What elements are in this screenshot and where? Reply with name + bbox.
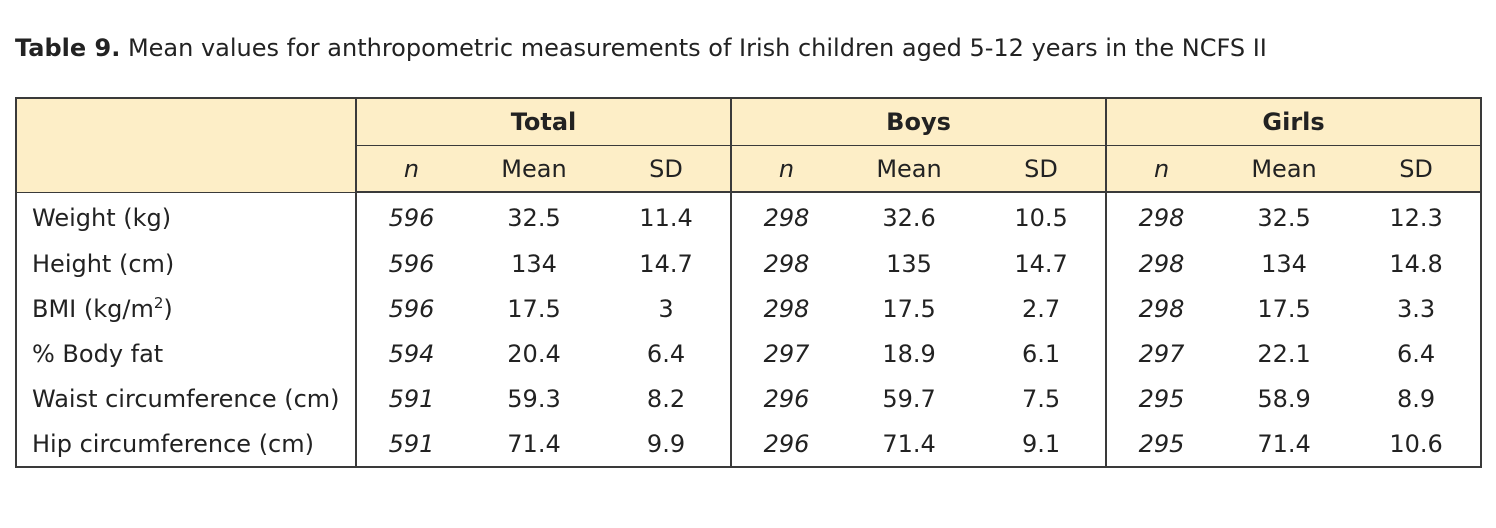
group-header-boys: Boys bbox=[731, 97, 1108, 146]
cell-n: 591 bbox=[388, 384, 435, 413]
cell-sd: 10.5 bbox=[977, 192, 1108, 241]
row-label: Hip circumference (cm) bbox=[15, 421, 357, 468]
cell-n: 298 bbox=[1138, 294, 1185, 323]
row-label-text: Hip circumference (cm) bbox=[32, 429, 314, 458]
header-corner-cell bbox=[15, 97, 357, 193]
row-label: Height (cm) bbox=[15, 241, 357, 286]
row-label-text: Height (cm) bbox=[32, 249, 175, 278]
cell-sd: 3 bbox=[602, 286, 733, 331]
cell-n: 297 bbox=[1138, 339, 1185, 368]
cell-n: 591 bbox=[356, 421, 466, 468]
cell-n: 596 bbox=[388, 249, 435, 278]
cell-sd: 2.7 bbox=[977, 286, 1108, 331]
sub-header-mean: Mean bbox=[841, 145, 978, 193]
cell-mean: 71.4 bbox=[466, 421, 602, 468]
row-label: Weight (kg) bbox=[15, 192, 357, 241]
cell-mean: 134 bbox=[1261, 249, 1307, 278]
row-label-superscript: 2 bbox=[153, 293, 164, 312]
cell-sd: 9.1 bbox=[977, 421, 1108, 468]
cell-mean: 17.5 bbox=[882, 294, 936, 323]
cell-n: 297 bbox=[763, 339, 810, 368]
cell-n: 596 bbox=[388, 204, 435, 232]
cell-mean: 71.4 bbox=[841, 421, 978, 468]
cell-sd: 14.7 bbox=[602, 241, 733, 286]
row-label-text: Waist circumference (cm) bbox=[32, 384, 340, 413]
cell-mean: 32.6 bbox=[882, 204, 936, 232]
cell-sd: 8.9 bbox=[1352, 376, 1483, 421]
sub-header-sd: SD bbox=[1352, 145, 1483, 193]
cell-n: 295 bbox=[1106, 421, 1217, 468]
table-row: BMI (kg/m2) 596 17.5 3 298 17.5 2.7 298 17.5 3.3 bbox=[15, 286, 1483, 331]
table-caption-text: Mean values for anthropometric measureme… bbox=[120, 34, 1267, 62]
row-label: % Body fat bbox=[15, 331, 357, 376]
group-header-total: Total bbox=[356, 97, 733, 146]
table-row: Hip circumference (cm) 591 71.4 9.9 296 71.4 9… bbox=[15, 421, 1483, 468]
cell-sd: 11.4 bbox=[602, 192, 733, 241]
cell-mean: 134 bbox=[511, 249, 557, 278]
row-label: BMI (kg/m2) bbox=[15, 286, 357, 331]
sub-header-sd: SD bbox=[602, 145, 733, 193]
sub-header-mean: Mean bbox=[1216, 145, 1353, 193]
cell-mean: 71.4 bbox=[1216, 421, 1353, 468]
sub-header-n: n bbox=[1106, 145, 1217, 193]
cell-mean: 32.5 bbox=[1257, 204, 1311, 232]
sub-header-sd: SD bbox=[977, 145, 1108, 193]
sub-header-n: n bbox=[731, 145, 842, 193]
cell-mean: 58.9 bbox=[1257, 384, 1311, 413]
cell-n: 596 bbox=[388, 294, 435, 323]
table-row: Height (cm) 596 134 14.7 298 135 14.7 298 134 14.… bbox=[15, 241, 1483, 286]
anthropometric-table: Total Boys Girls n Mean SD n Mean SD n M… bbox=[15, 97, 1483, 468]
cell-sd: 6.4 bbox=[1352, 331, 1483, 376]
cell-sd: 10.6 bbox=[1352, 421, 1483, 468]
cell-sd: 12.3 bbox=[1352, 192, 1483, 241]
cell-mean: 32.5 bbox=[507, 204, 561, 232]
cell-n: 594 bbox=[388, 339, 435, 368]
cell-sd: 14.7 bbox=[977, 241, 1108, 286]
cell-mean: 135 bbox=[886, 249, 932, 278]
row-label: Waist circumference (cm) bbox=[15, 376, 357, 421]
table-caption: Table 9. Mean values for anthropometric … bbox=[15, 30, 1267, 66]
cell-n: 298 bbox=[1138, 204, 1185, 232]
row-label-suffix: ) bbox=[163, 294, 173, 323]
cell-n: 296 bbox=[763, 384, 810, 413]
table-row: Waist circumference (cm) 591 59.3 8.2 296 59.… bbox=[15, 376, 1483, 421]
cell-mean: 17.5 bbox=[507, 294, 561, 323]
table-row: Weight (kg) 596 32.5 11.4 298 32.6 10.5 298 32.5… bbox=[15, 192, 1483, 241]
cell-n: 298 bbox=[763, 204, 810, 232]
cell-sd: 9.9 bbox=[602, 421, 733, 468]
table-caption-label: Table 9. bbox=[15, 34, 121, 62]
row-label-text: BMI (kg/m bbox=[32, 294, 154, 323]
cell-mean: 22.1 bbox=[1257, 339, 1311, 368]
row-label-text: % Body fat bbox=[32, 339, 164, 368]
cell-n: 298 bbox=[763, 249, 810, 278]
table-body: Weight (kg) 596 32.5 11.4 298 32.6 10.5 298 32.5… bbox=[15, 192, 1483, 468]
cell-sd: 6.1 bbox=[977, 331, 1108, 376]
cell-n: 296 bbox=[731, 421, 842, 468]
cell-mean: 59.3 bbox=[507, 384, 561, 413]
cell-n: 298 bbox=[763, 294, 810, 323]
cell-mean: 18.9 bbox=[882, 339, 936, 368]
cell-sd: 14.8 bbox=[1352, 241, 1483, 286]
cell-sd: 6.4 bbox=[602, 331, 733, 376]
cell-n: 295 bbox=[1138, 384, 1185, 413]
sub-header-mean: Mean bbox=[466, 145, 602, 193]
group-header-girls: Girls bbox=[1106, 97, 1483, 146]
group-header-row: Total Boys Girls bbox=[15, 97, 1483, 193]
cell-sd: 8.2 bbox=[602, 376, 733, 421]
sub-header-row: n Mean SD n Mean SD n Mean SD bbox=[16, 145, 1483, 193]
cell-mean: 20.4 bbox=[507, 339, 561, 368]
cell-mean: 59.7 bbox=[882, 384, 936, 413]
cell-sd: 7.5 bbox=[977, 376, 1108, 421]
cell-mean: 17.5 bbox=[1257, 294, 1311, 323]
cell-n: 298 bbox=[1138, 249, 1185, 278]
row-label-text: Weight (kg) bbox=[32, 203, 172, 232]
cell-sd: 3.3 bbox=[1352, 286, 1483, 331]
table-row: % Body fat 594 20.4 6.4 297 18.9 6.1 297 22.1 6.4 bbox=[15, 331, 1483, 376]
sub-header-n: n bbox=[356, 145, 466, 193]
